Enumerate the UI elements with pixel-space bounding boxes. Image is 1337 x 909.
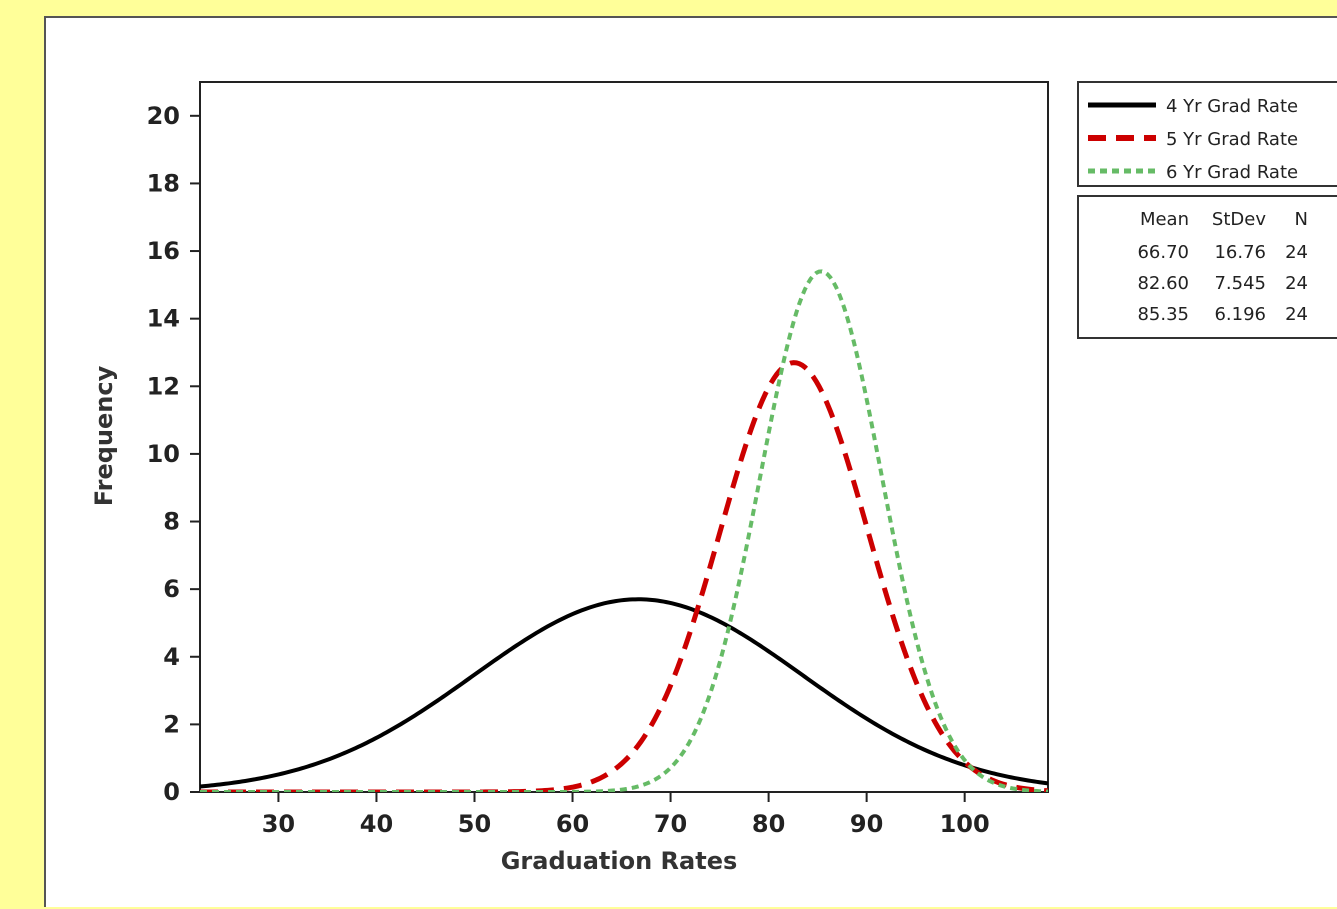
- stats-row-1-n: 24: [1285, 242, 1308, 263]
- legend-box: [1077, 81, 1337, 187]
- y-tick-label: 16: [147, 237, 180, 265]
- stats-row-2-stdev: 7.545: [1214, 273, 1266, 294]
- plot-area: [199, 81, 1049, 793]
- y-tick-label: 6: [163, 575, 180, 603]
- series-curves: [200, 269, 1048, 792]
- y-tick-label: 12: [147, 372, 180, 400]
- y-tick-label: 20: [147, 102, 180, 130]
- stats-row-2-mean: 82.60: [1137, 273, 1189, 294]
- legend-label-2: 5 Yr Grad Rate: [1166, 129, 1298, 150]
- series-line-1: [200, 597, 1048, 789]
- stats-row-1-stdev: 16.76: [1214, 242, 1266, 263]
- stats-row-3-stdev: 6.196: [1214, 304, 1266, 325]
- stats-row-3-mean: 85.35: [1137, 304, 1189, 325]
- x-tick-label: 60: [556, 810, 589, 838]
- legend-label-1: 4 Yr Grad Rate: [1166, 96, 1298, 117]
- stats-header-mean: Mean: [1140, 209, 1189, 230]
- y-tick-label: 8: [163, 508, 180, 536]
- x-tick-label: 30: [262, 810, 295, 838]
- x-tick-label: 70: [654, 810, 687, 838]
- stats-header-n: N: [1295, 209, 1308, 230]
- stats-header-stdev: StDev: [1212, 209, 1266, 230]
- x-axis: 30 40 50 60 70 80 90 100: [262, 792, 990, 838]
- y-axis-title: Frequency: [90, 365, 118, 506]
- y-tick-label: 18: [147, 169, 180, 197]
- y-tick-label: 14: [147, 305, 180, 333]
- x-axis-title: Graduation Rates: [501, 847, 738, 875]
- y-tick-label: 0: [163, 778, 180, 806]
- y-tick-label: 2: [163, 710, 180, 738]
- stats-row-2-n: 24: [1285, 273, 1308, 294]
- stats-row-3-n: 24: [1285, 304, 1308, 325]
- stats-box: [1077, 195, 1337, 339]
- series-line-3: [200, 269, 1048, 792]
- stats-table: Mean StDev N 66.70 16.76 24 82.60 7.545 …: [1077, 195, 1337, 339]
- x-tick-label: 100: [940, 810, 990, 838]
- x-tick-label: 50: [458, 810, 491, 838]
- y-tick-label: 10: [147, 440, 180, 468]
- chart-panel: 0 2 4 6 8 10 12 14 16 18 20 30 40 50 60 70 80 90 100 Grad…: [44, 16, 1337, 907]
- x-tick-label: 80: [752, 810, 785, 838]
- y-tick-label: 4: [163, 643, 180, 671]
- series-line-2: [200, 360, 1048, 792]
- y-axis: 0 2 4 6 8 10 12 14 16 18 20: [147, 102, 200, 806]
- x-tick-label: 40: [360, 810, 393, 838]
- stats-row-1-mean: 66.70: [1137, 242, 1189, 263]
- legend-label-3: 6 Yr Grad Rate: [1166, 162, 1298, 183]
- legend: 4 Yr Grad Rate 5 Yr Grad Rate 6 Yr Grad Ra…: [1077, 81, 1337, 187]
- x-tick-label: 90: [850, 810, 883, 838]
